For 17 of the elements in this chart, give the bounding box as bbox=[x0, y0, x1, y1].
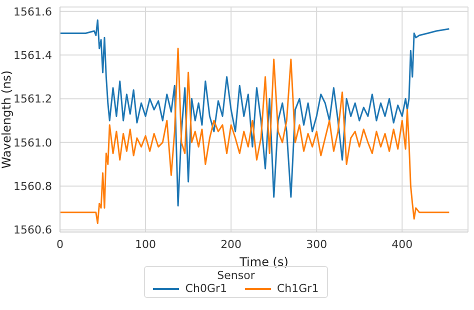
y-tick-label: 1560.6 bbox=[14, 224, 52, 237]
x-tick-label: 200 bbox=[220, 238, 242, 251]
y-tick-label: 1561.4 bbox=[14, 48, 52, 62]
line-series bbox=[60, 19, 450, 207]
y-axis-title: Wavelength (ns) bbox=[0, 70, 14, 169]
x-tick-label: 400 bbox=[392, 238, 413, 251]
legend-label: Ch0Gr1 bbox=[185, 282, 227, 295]
legend-label: Ch1Gr1 bbox=[277, 282, 319, 295]
legend-title: Sensor bbox=[216, 269, 256, 282]
y-tick-label: 1561.2 bbox=[14, 92, 52, 106]
line-series bbox=[60, 48, 450, 224]
x-tick-label: 300 bbox=[306, 238, 328, 251]
x-tick-label: 100 bbox=[135, 238, 156, 251]
y-tick-label: 1561.6 bbox=[14, 5, 52, 18]
y-tick-label: 1560.8 bbox=[14, 180, 52, 194]
y-tick-label: 1561.0 bbox=[14, 136, 52, 150]
x-tick-label: 0 bbox=[56, 238, 64, 251]
